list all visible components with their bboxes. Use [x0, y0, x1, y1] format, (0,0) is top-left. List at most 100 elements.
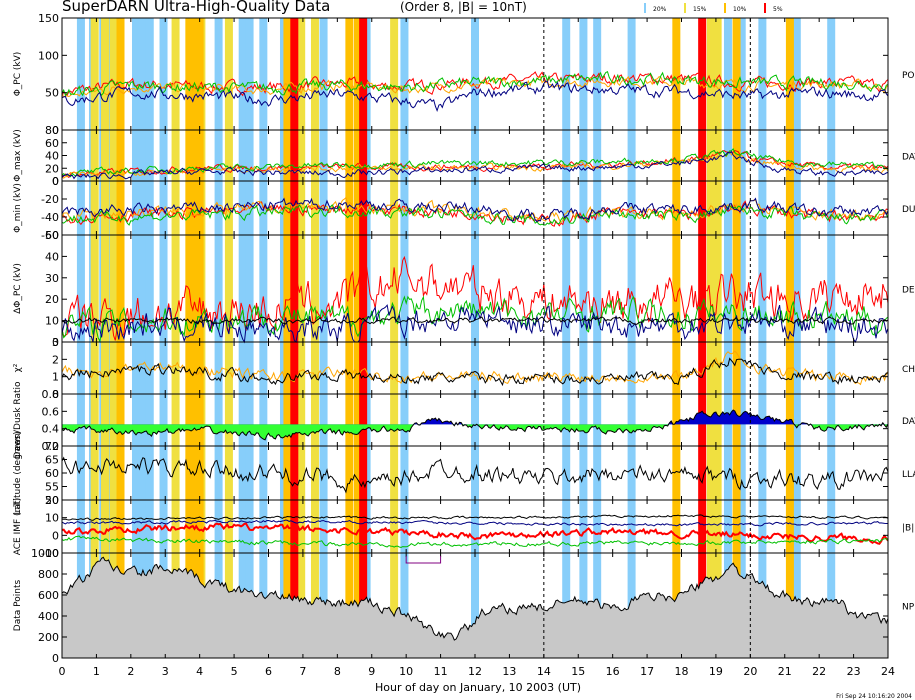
band-band_5: [698, 18, 707, 658]
ytick-label-pc: 0: [52, 124, 59, 137]
ytick-label-lat: 55: [45, 481, 59, 494]
ytick-label-chi: 0: [52, 388, 59, 401]
legend-label: 15%: [693, 6, 707, 13]
xtick-label: 3: [162, 665, 169, 678]
xtick-label: 17: [640, 665, 654, 678]
band-band_20: [758, 18, 767, 658]
band-band_20: [138, 18, 147, 658]
ytick-label-max: 0: [52, 175, 59, 188]
band-band_10: [188, 18, 197, 658]
purple-bracket: [405, 556, 442, 564]
band-band_10: [116, 18, 125, 658]
ylabel-max: Φ_max (kV): [13, 129, 23, 181]
legend-label: 5%: [773, 6, 783, 13]
xtick-label: 16: [606, 665, 620, 678]
band-band_10: [353, 18, 362, 658]
xtick-label: 15: [571, 665, 585, 678]
xtick-label: 2: [127, 665, 134, 678]
band-band_20: [737, 18, 746, 658]
band-band_5: [359, 18, 368, 658]
band-band_10: [672, 18, 681, 658]
ytick-label-max: 20: [45, 162, 59, 175]
xtick-label: 21: [778, 665, 792, 678]
band-band_20: [593, 18, 602, 658]
ytick-label-npts: 800: [38, 568, 59, 581]
panel-npts: [61, 556, 889, 658]
band-band_20: [792, 18, 801, 658]
band-band_20: [145, 18, 154, 658]
xtick-label: 8: [334, 665, 341, 678]
xtick-label: 5: [231, 665, 238, 678]
band-band_10: [732, 18, 741, 658]
ylabel-chi: χ²: [13, 363, 23, 372]
xtick-label: 1: [93, 665, 100, 678]
band-band_15: [713, 18, 722, 658]
legend-label: 10%: [733, 6, 747, 13]
band-band_20: [214, 18, 223, 658]
ytick-label-chi: 3: [52, 336, 59, 349]
xtick-label: 14: [537, 665, 551, 678]
ytick-label-chi: 2: [52, 353, 59, 366]
right-label-min: DU: [902, 205, 915, 215]
right-label-ratio: DAY: [902, 417, 915, 427]
x-axis-label: Hour of day on January, 10 2003 (UT): [375, 681, 581, 694]
ytick-label-dpc: 50: [45, 229, 59, 242]
ytick-label-lat: 60: [45, 467, 59, 480]
ytick-label-ratio: 0.4: [42, 423, 60, 436]
series-ratio-black: [61, 409, 889, 441]
xtick-label: 23: [847, 665, 861, 678]
xtick-label: 9: [368, 665, 375, 678]
band-band_20: [131, 18, 140, 658]
right-label-imf: |B|: [902, 524, 914, 534]
band-band_10: [345, 18, 354, 658]
ylabel-dpc: ΔΦ_PC (kV): [13, 263, 23, 314]
right-label-dpc: DE: [902, 286, 915, 296]
series-dpc-red: [61, 255, 889, 341]
xtick-label: 22: [812, 665, 826, 678]
ytick-label-max: 60: [45, 137, 59, 150]
ytick-label-lat: 65: [45, 454, 59, 467]
ytick-label-dpc: 30: [45, 272, 59, 285]
ylabel-imf: ACE IMF (nT): [13, 498, 23, 556]
band-band_15: [706, 18, 715, 658]
right-label-npts: NP: [902, 603, 915, 613]
xtick-label: 10: [399, 665, 413, 678]
ytick-label-ratio: 0.6: [42, 405, 60, 418]
band-band_20: [245, 18, 254, 658]
ytick-label-min: -20: [41, 193, 59, 206]
ytick-label-pc: 150: [38, 12, 59, 25]
ytick-label-dpc: 10: [45, 315, 59, 328]
ylabel-ratio: Dawn/Dusk Ratio: [13, 381, 23, 459]
xtick-label: 4: [196, 665, 203, 678]
legend-label: 20%: [653, 6, 667, 13]
xtick-label: 13: [502, 665, 516, 678]
band-band_20: [76, 18, 85, 658]
ytick-label-dpc: 20: [45, 293, 59, 306]
band-band_20: [579, 18, 588, 658]
band-band_15: [310, 18, 319, 658]
series-lat-black: [61, 456, 889, 494]
ytick-label-npts: 0: [52, 652, 59, 665]
right-label-lat: LLA: [902, 470, 915, 480]
xtick-label: 6: [265, 665, 272, 678]
band-band_15: [90, 18, 99, 658]
right-label-chi: CH: [902, 365, 915, 375]
ytick-label-chi: 1: [52, 371, 59, 384]
right-label-pc: PO: [902, 71, 915, 81]
ytick-label-imf: -10: [41, 547, 59, 560]
series-imf-red: [61, 522, 889, 545]
xtick-label: 18: [675, 665, 689, 678]
area-npts: [62, 557, 888, 658]
band-band_15: [109, 18, 118, 658]
band-band_20: [319, 18, 328, 658]
ytick-label-imf: 20: [45, 494, 59, 507]
ytick-label-npts: 1000: [31, 547, 59, 560]
legend: 20% 15% 10% 5%: [644, 3, 783, 13]
ytick-label-min: -60: [41, 229, 59, 242]
ytick-label-npts: 200: [38, 631, 59, 644]
right-label-max: DAY: [902, 153, 915, 163]
ylabel-min: Φ_min (kV): [13, 183, 23, 233]
area-dawn: [62, 424, 888, 440]
ytick-label-lat: 70: [45, 440, 59, 453]
band-band_20: [827, 18, 836, 658]
